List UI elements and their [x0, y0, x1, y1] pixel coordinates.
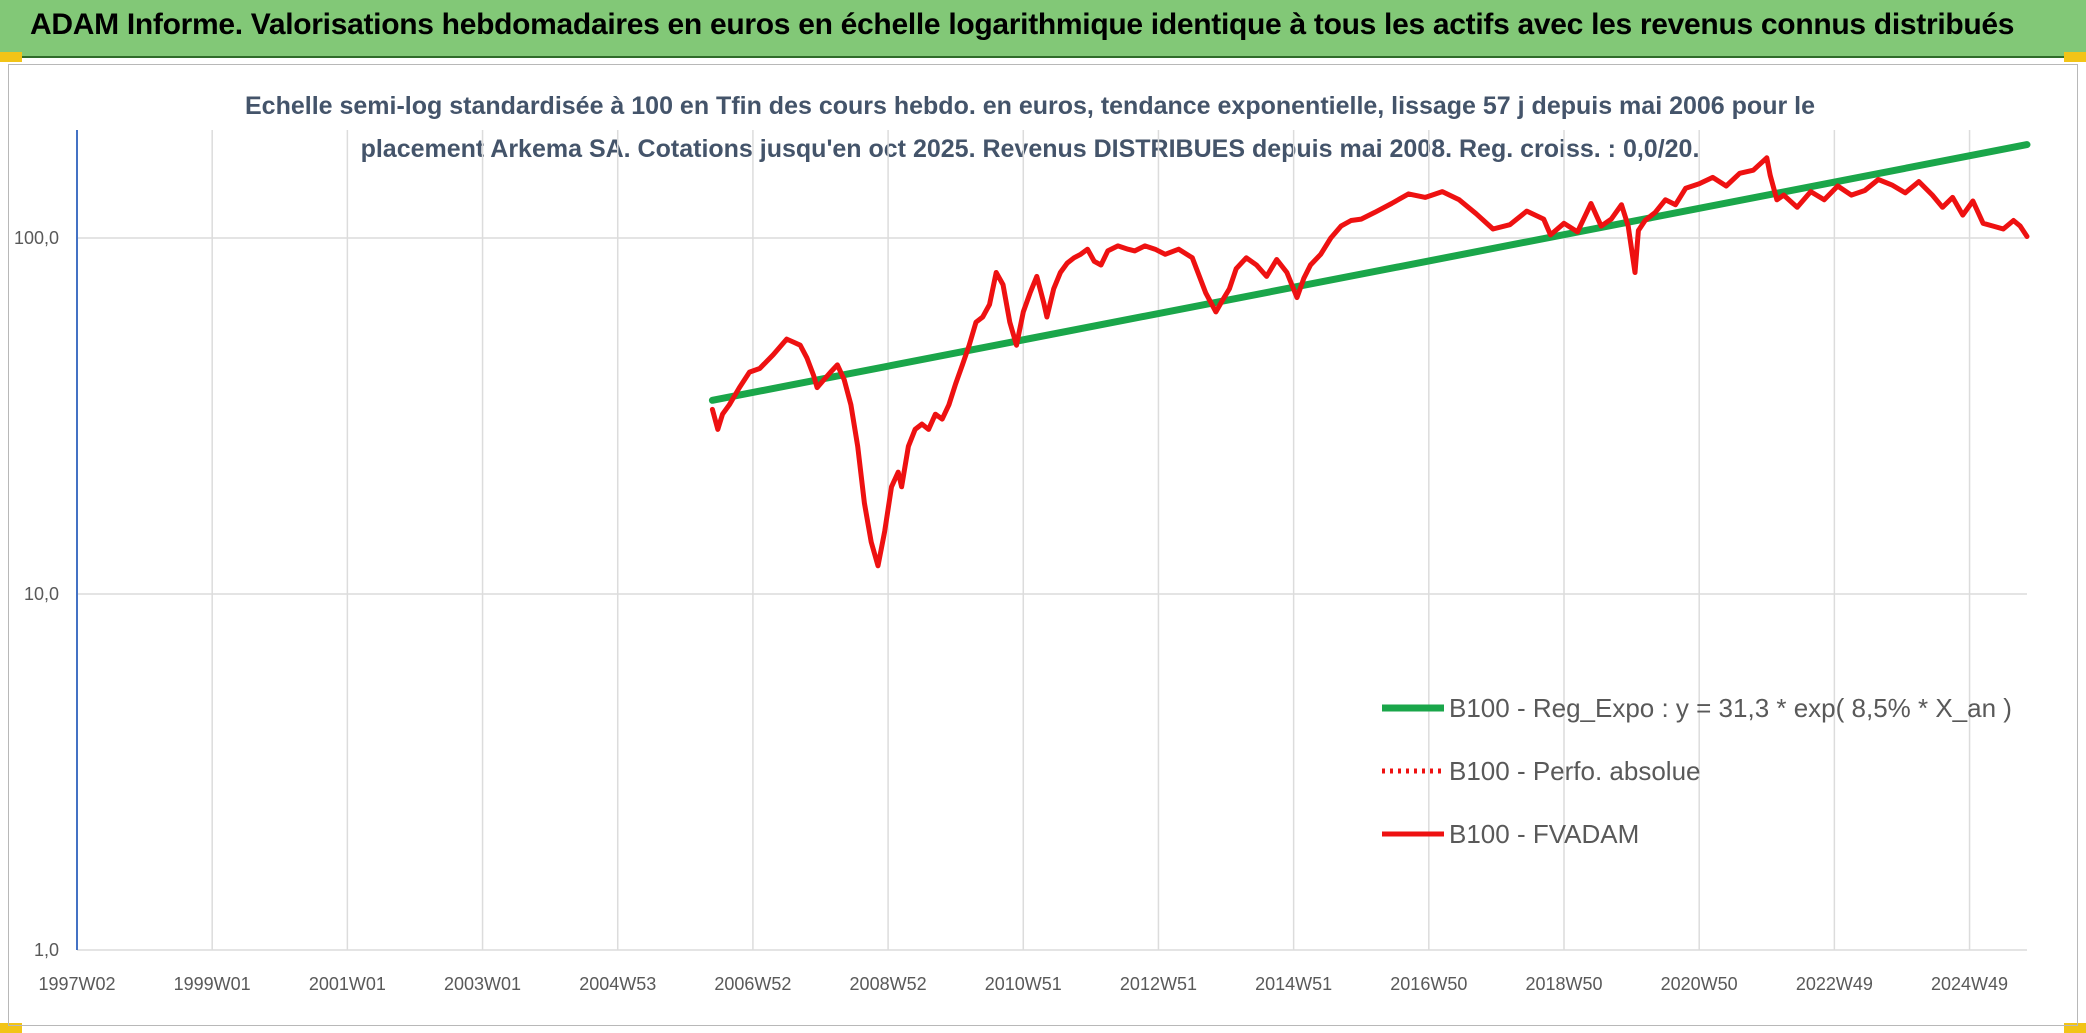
x-tick-label: 2008W52	[850, 974, 927, 994]
x-tick-label: 2018W50	[1525, 974, 1602, 994]
x-tick-label: 2003W01	[444, 974, 521, 994]
x-tick-label: 2001W01	[309, 974, 386, 994]
y-tick-label: 100,0	[14, 228, 59, 248]
legend-label: B100 - Reg_Expo : y = 31,3 * exp( 8,5% *…	[1449, 693, 2012, 723]
x-tick-label: 2012W51	[1120, 974, 1197, 994]
x-tick-label: 2016W50	[1390, 974, 1467, 994]
report-title: ADAM Informe. Valorisations hebdomadaire…	[30, 8, 2015, 41]
x-tick-label: 2022W49	[1796, 974, 1873, 994]
corner-marker-bottom-right	[2064, 1023, 2086, 1033]
x-tick-label: 2020W50	[1661, 974, 1738, 994]
x-tick-label: 1997W02	[38, 974, 115, 994]
corner-marker-left	[0, 52, 22, 62]
corner-marker-bottom-left	[0, 1023, 22, 1033]
chart-title-line-1: Echelle semi-log standardisée à 100 en T…	[245, 92, 1815, 120]
x-tick-label: 2004W53	[579, 974, 656, 994]
series-reg-expo-line	[708, 141, 2031, 404]
report-header: ADAM Informe. Valorisations hebdomadaire…	[0, 0, 2086, 58]
x-tick-label: 1999W01	[174, 974, 251, 994]
chart-area	[8, 64, 2078, 1026]
x-tick-label: 2024W49	[1931, 974, 2008, 994]
corner-marker-right	[2064, 52, 2086, 62]
series-fvadam-line	[709, 155, 2030, 569]
chart-title-line-2: placement Arkema SA. Cotations jusqu'en …	[360, 135, 1700, 163]
x-tick-label: 2014W51	[1255, 974, 1332, 994]
legend-label: B100 - Perfo. absolue	[1449, 756, 1701, 786]
y-tick-label: 1,0	[34, 940, 59, 960]
x-tick-label: 2006W52	[714, 974, 791, 994]
y-tick-label: 10,0	[24, 584, 59, 604]
x-tick-label: 2010W51	[985, 974, 1062, 994]
legend-label: B100 - FVADAM	[1449, 819, 1639, 849]
